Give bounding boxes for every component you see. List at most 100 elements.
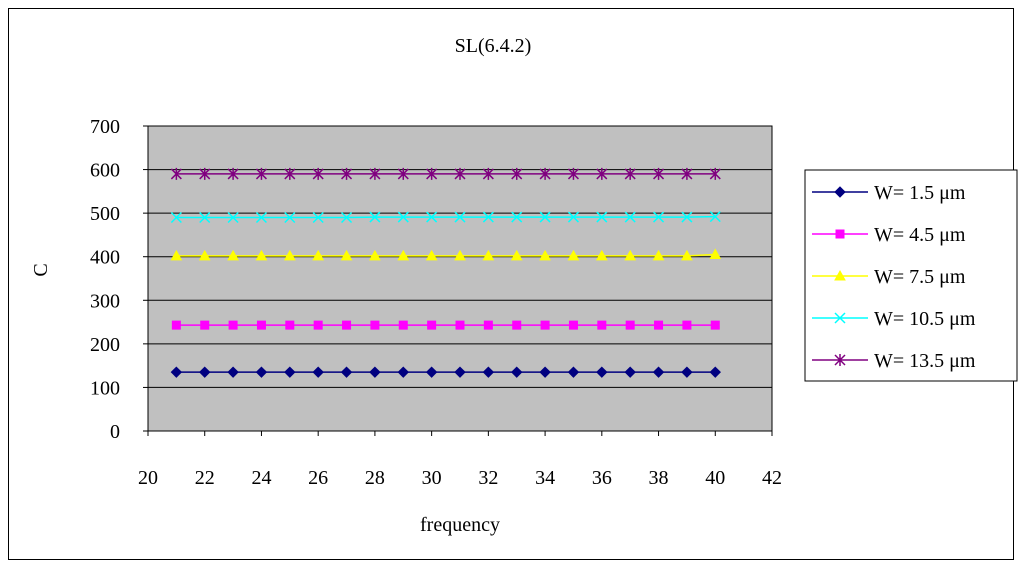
legend: W= 1.5 μm W= 4.5 μm W= 7.5 μm W= 10.5 μm W= …	[804, 169, 1018, 382]
data-point	[170, 366, 183, 378]
y-tick-label: 400	[90, 247, 120, 269]
data-point	[227, 167, 239, 180]
data-point	[171, 320, 181, 330]
data-point	[341, 211, 353, 224]
data-point	[342, 320, 352, 330]
data-point	[624, 167, 636, 180]
data-point	[653, 167, 665, 180]
legend-entry: W= 13.5 μm	[812, 350, 976, 372]
data-point	[397, 366, 409, 378]
data-point	[312, 249, 325, 261]
y-tick-label: 600	[90, 160, 120, 182]
y-axis-label: C	[30, 263, 52, 276]
y-tick-label: 0	[110, 421, 120, 443]
data-point	[652, 249, 665, 261]
data-point	[482, 167, 494, 180]
data-point	[567, 211, 579, 223]
legend-entry: W= 7.5 μm	[812, 266, 966, 288]
legend-label: W= 1.5 μm	[874, 182, 966, 204]
data-point	[567, 249, 580, 261]
x-tick-label: 26	[308, 467, 328, 489]
legend-entry: W= 1.5 μm	[812, 182, 966, 204]
legend-marker	[834, 312, 846, 324]
x-axis-label: frequency	[420, 514, 500, 536]
data-point	[284, 167, 296, 180]
x-tick-label: 20	[138, 467, 158, 489]
data-point	[397, 211, 409, 223]
data-point	[369, 366, 381, 378]
x-tick-label: 24	[251, 467, 271, 489]
data-point	[284, 366, 296, 378]
series-line	[176, 253, 716, 257]
data-point	[512, 320, 522, 330]
data-point	[284, 211, 296, 224]
data-point	[455, 320, 465, 330]
data-point	[709, 167, 721, 180]
legend-marker	[834, 354, 846, 366]
data-point	[170, 211, 182, 224]
data-point	[709, 366, 721, 378]
data-point	[539, 211, 551, 223]
data-point	[596, 211, 608, 223]
data-point	[595, 249, 608, 261]
data-point	[170, 249, 183, 261]
data-point	[283, 249, 296, 261]
y-tick-label: 700	[90, 116, 120, 138]
data-point	[710, 320, 720, 330]
data-point	[198, 249, 211, 261]
data-point	[624, 366, 636, 378]
data-point	[511, 167, 523, 180]
x-tick-label: 42	[762, 467, 782, 489]
data-point	[454, 366, 466, 378]
data-point	[313, 320, 323, 330]
data-point	[227, 249, 239, 261]
data-point	[398, 320, 408, 330]
data-point	[227, 211, 239, 224]
data-point	[510, 249, 523, 261]
data-point	[567, 366, 580, 378]
data-point	[425, 366, 438, 378]
data-point	[227, 366, 239, 378]
legend-entry: W= 10.5 μm	[812, 308, 976, 330]
data-point	[682, 320, 692, 330]
data-point	[511, 211, 523, 223]
data-point	[312, 167, 324, 180]
data-point	[370, 320, 380, 330]
data-point	[397, 167, 409, 180]
data-point	[596, 366, 608, 378]
x-tick-label: 36	[592, 467, 612, 489]
data-point	[482, 249, 495, 261]
x-tick-label: 34	[535, 467, 555, 489]
legend-label: W= 13.5 μm	[874, 350, 976, 372]
data-point	[312, 366, 324, 378]
data-point	[568, 320, 578, 330]
data-point	[625, 320, 635, 330]
data-point	[483, 320, 493, 330]
data-point	[369, 167, 381, 180]
data-point	[369, 249, 381, 261]
axis-layer: 0 100 200 300 400 500 600 700 20 22 24 26 28 30 32 34 36…	[90, 116, 782, 489]
data-point	[709, 211, 721, 223]
y-tick-label: 200	[90, 334, 120, 356]
data-point	[567, 167, 579, 180]
grid-layer	[148, 169, 772, 388]
data-point	[681, 167, 693, 180]
data-point	[624, 211, 636, 223]
data-point	[511, 366, 523, 378]
x-tick-label: 22	[195, 467, 215, 489]
data-point	[624, 249, 637, 261]
y-tick-label: 500	[90, 203, 120, 225]
data-point	[256, 320, 266, 330]
data-point	[653, 211, 665, 223]
x-tick-label: 30	[422, 467, 442, 489]
data-point	[681, 249, 693, 261]
data-point	[397, 249, 410, 261]
data-point	[482, 211, 494, 223]
x-tick-label: 38	[649, 467, 669, 489]
data-point	[199, 366, 211, 378]
data-point	[540, 320, 550, 330]
legend-marker	[834, 269, 846, 281]
data-point	[255, 167, 267, 180]
data-point	[340, 366, 353, 378]
